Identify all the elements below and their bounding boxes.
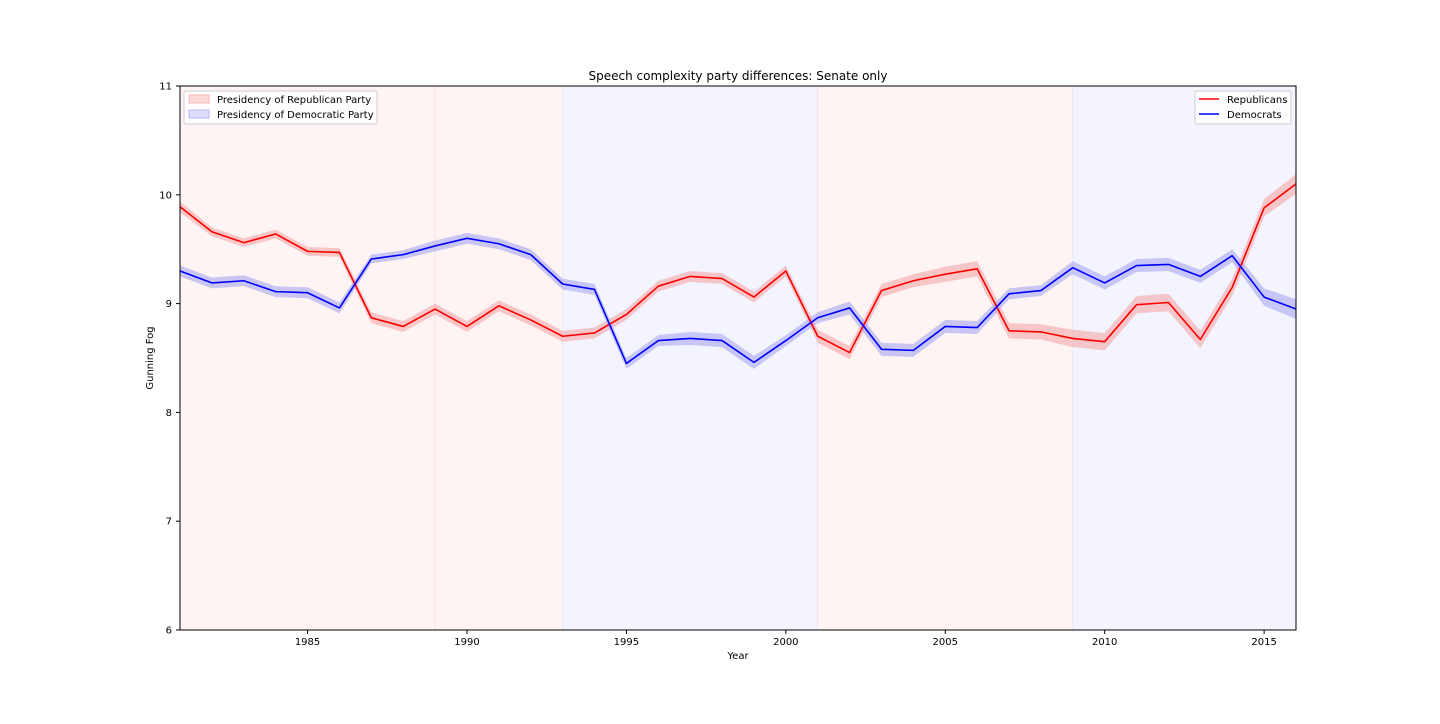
presidency-span-republican-1981 [180, 86, 436, 630]
legend-presidency-box [183, 90, 378, 125]
chart-title: Speech complexity party differences: Sen… [589, 69, 888, 83]
y-tick-label-9: 9 [166, 299, 172, 310]
y-axis-ticks: 6 7 8 9 10 11 [159, 82, 180, 637]
y-tick-label-7: 7 [166, 517, 172, 528]
x-axis-ticks: 1985 1990 1995 2000 2005 2010 2015 [295, 630, 1277, 648]
legend-label-democrats: Democrats [1227, 110, 1282, 121]
legend-label-democratic-presidency: Presidency of Democratic Party [217, 110, 374, 121]
legend-label-republicans: Republicans [1227, 95, 1287, 106]
x-tick-label-2010: 2010 [1092, 637, 1117, 648]
presidency-span-republican-2001 [817, 86, 1073, 630]
y-tick-label-11: 11 [159, 82, 172, 93]
y-tick-label-10: 10 [159, 190, 172, 201]
x-tick-label-2000: 2000 [773, 637, 798, 648]
series-line-democrats [179, 237, 1297, 365]
plot-frame [179, 85, 1297, 631]
legend-parties: Republicans Democrats [1194, 90, 1292, 125]
legend-swatch-democratic-presidency [188, 109, 210, 119]
series-lines [179, 183, 1297, 365]
legend-swatch-republican-presidency [188, 94, 210, 104]
presidency-span-republican-1989 [435, 86, 563, 630]
x-tick-label-1995: 1995 [614, 637, 639, 648]
presidency-span-democratic-2009 [1072, 86, 1296, 630]
x-tick-label-1985: 1985 [295, 637, 320, 648]
x-tick-label-2015: 2015 [1251, 637, 1276, 648]
legend-label-republican-presidency: Presidency of Republican Party [217, 95, 371, 106]
y-tick-label-6: 6 [166, 626, 172, 637]
series-line-republicans [179, 183, 1297, 354]
x-axis-label: Year [726, 651, 749, 662]
presidency-span-democratic-1993 [562, 86, 818, 630]
x-tick-label-1990: 1990 [454, 637, 479, 648]
legend-presidency: Presidency of Republican Party Presidenc… [183, 90, 378, 125]
x-tick-label-2005: 2005 [933, 637, 958, 648]
y-axis-label: Gunning Fog [145, 326, 156, 389]
presidency-spans [180, 86, 1296, 630]
y-tick-label-8: 8 [166, 408, 172, 419]
